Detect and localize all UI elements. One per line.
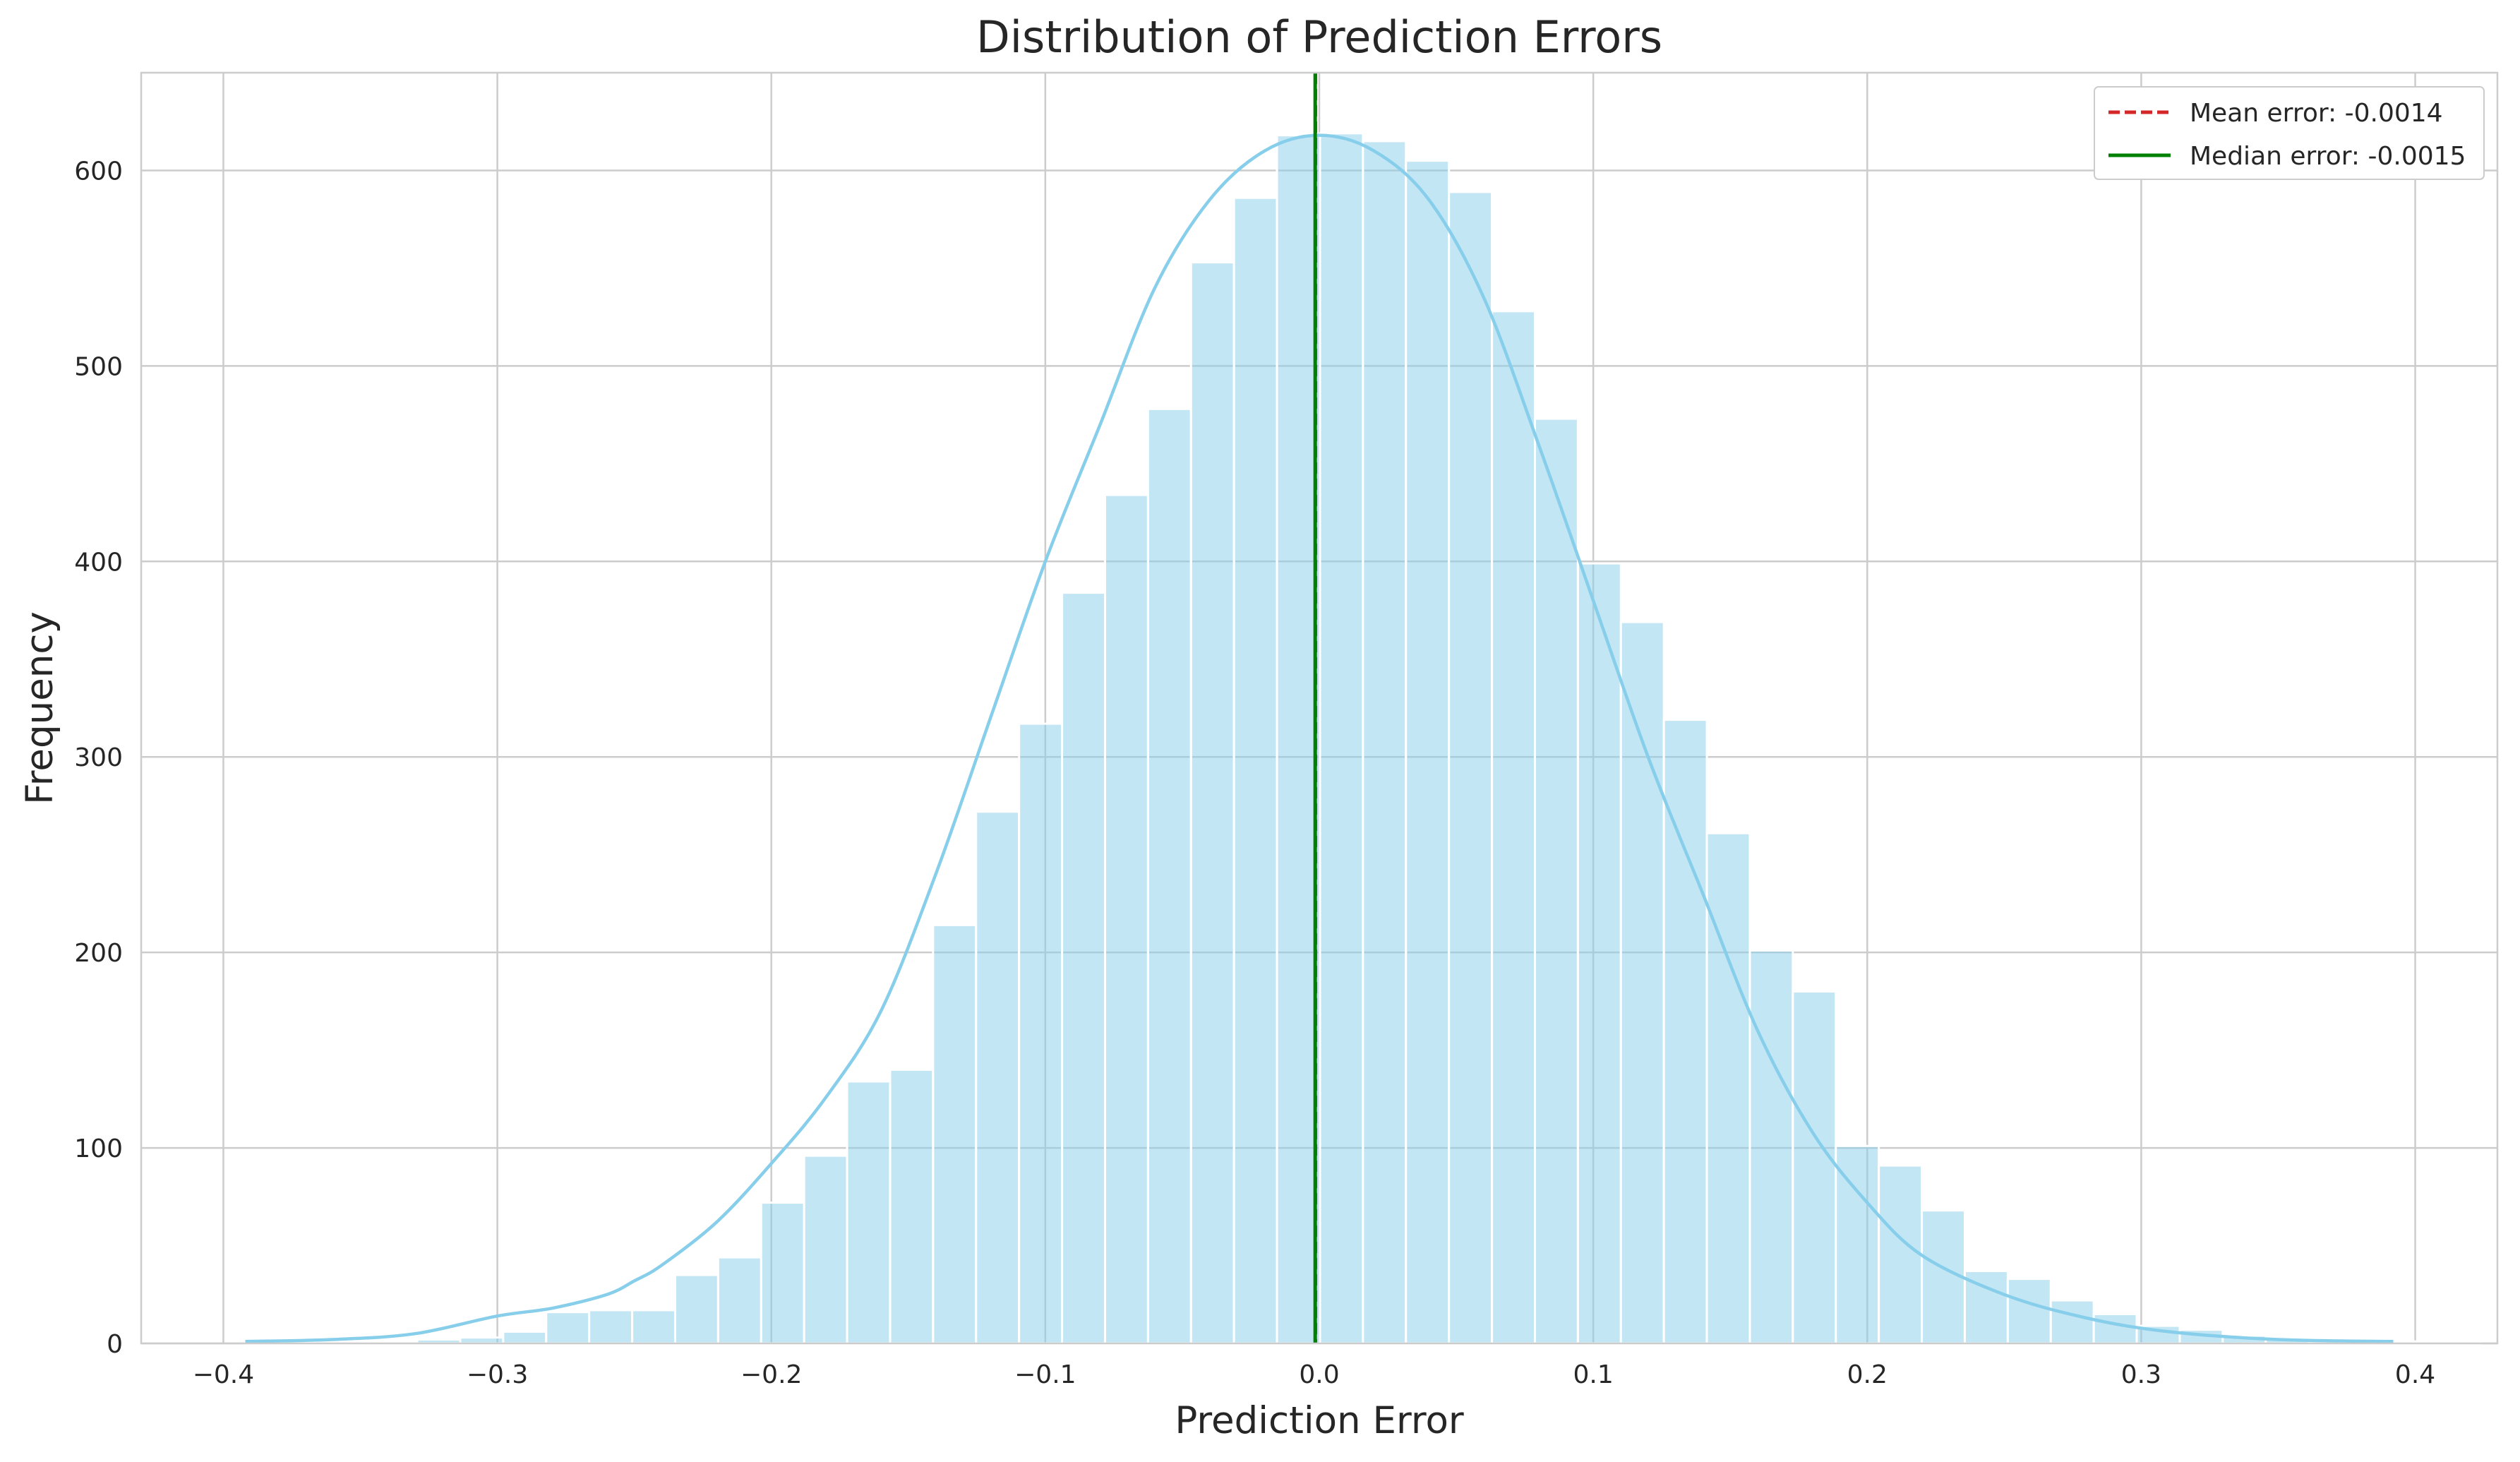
histogram-bar xyxy=(1146,407,1192,1345)
histogram-bar xyxy=(1103,493,1149,1345)
x-tick-label: 0.3 xyxy=(2121,1360,2161,1389)
legend-mean-label: Mean error: -0.0014 xyxy=(2190,99,2443,128)
x-tick-labels: −0.4 −0.3 −0.2 −0.1 0.0 0.1 0.2 0.3 0.4 xyxy=(193,1360,2435,1389)
histogram-bar xyxy=(1018,722,1064,1345)
histogram-bar xyxy=(716,1256,762,1345)
y-tick-label: 0 xyxy=(107,1330,123,1359)
histogram-bar xyxy=(1061,592,1106,1345)
histogram-bar xyxy=(1448,191,1494,1345)
y-tick-label: 600 xyxy=(74,157,123,186)
y-tick-label: 400 xyxy=(74,548,123,577)
histogram-bar xyxy=(1276,134,1321,1345)
x-tick-label: −0.3 xyxy=(467,1360,528,1389)
histogram-bar xyxy=(545,1311,591,1345)
x-tick-label: 0.1 xyxy=(1573,1360,1614,1389)
legend: Mean error: -0.0014 Median error: -0.001… xyxy=(2094,86,2485,180)
histogram-bar xyxy=(502,1330,548,1345)
y-tick-label: 200 xyxy=(74,939,123,968)
histogram-bar xyxy=(1319,132,1364,1345)
histogram-bar xyxy=(1705,832,1751,1345)
histogram-bar xyxy=(2006,1278,2052,1345)
histogram-bar xyxy=(588,1309,634,1345)
histogram-bar xyxy=(673,1274,719,1345)
histogram-bar xyxy=(975,810,1021,1345)
y-tick-labels: 0 100 200 300 400 500 600 xyxy=(74,157,123,1359)
histogram-bar xyxy=(1792,990,1837,1345)
histogram-bar xyxy=(1748,949,1794,1345)
x-tick-label: 0.4 xyxy=(2395,1360,2435,1389)
histogram-bar xyxy=(2049,1299,2095,1345)
plot-frame xyxy=(140,71,2499,1345)
legend-median-label: Median error: -0.0015 xyxy=(2190,142,2466,171)
histogram-bar xyxy=(1362,140,1408,1345)
histogram-bar xyxy=(1491,310,1536,1345)
histogram-bar xyxy=(1232,196,1278,1345)
histogram-bar xyxy=(2092,1312,2138,1345)
histogram-bar xyxy=(1405,160,1451,1345)
histogram-bar xyxy=(1662,719,1708,1345)
histogram-bar xyxy=(631,1309,676,1345)
histogram-bars xyxy=(244,132,2482,1345)
histogram-bar xyxy=(1878,1164,1924,1345)
y-tick-label: 300 xyxy=(74,743,123,772)
x-tick-label: −0.4 xyxy=(193,1360,254,1389)
legend-box xyxy=(2094,86,2485,180)
x-axis-label: Prediction Error xyxy=(1175,1399,1464,1442)
histogram-bar xyxy=(1189,261,1235,1345)
y-tick-label: 500 xyxy=(74,352,123,381)
x-tick-label: −0.1 xyxy=(1014,1360,1076,1389)
histogram-bar xyxy=(846,1080,892,1345)
histogram-bar xyxy=(803,1154,848,1345)
y-tick-label: 100 xyxy=(74,1134,123,1163)
histogram-bar xyxy=(1619,621,1665,1345)
x-tick-label: −0.2 xyxy=(740,1360,802,1389)
histogram-bar xyxy=(889,1068,935,1345)
histogram-bar xyxy=(760,1202,805,1345)
chart-title: Distribution of Prediction Errors xyxy=(976,11,1662,63)
kde-curve xyxy=(245,133,2394,1343)
x-tick-label: 0.2 xyxy=(1847,1360,1888,1389)
y-axis-label: Frequency xyxy=(18,611,61,805)
histogram-bar xyxy=(1576,562,1622,1345)
histogram-bar xyxy=(1533,417,1579,1345)
x-tick-label: 0.0 xyxy=(1299,1360,1339,1389)
histogram-bar xyxy=(932,923,978,1345)
